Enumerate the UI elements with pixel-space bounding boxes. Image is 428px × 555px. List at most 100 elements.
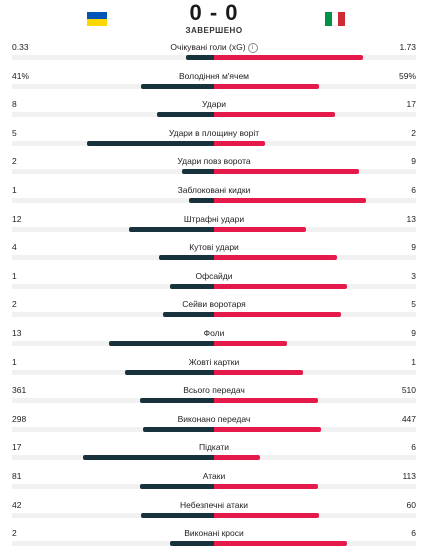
stat-home-value: 0.33 <box>12 42 29 52</box>
ukraine-flag-icon <box>87 12 107 26</box>
stat-away-value: 2 <box>411 127 416 138</box>
stat-label: Кутові удари <box>0 242 428 252</box>
stat-label-text: Підкати <box>198 442 230 453</box>
stat-home-value: 5 <box>12 127 17 138</box>
stat-label: Заблоковані кидки <box>0 185 428 195</box>
stat-home-value: 4 <box>12 242 17 253</box>
home-stat-bar <box>82 455 214 461</box>
home-stat-bar <box>141 83 214 89</box>
home-stat-bar <box>125 369 214 375</box>
away-stat-bar <box>214 541 348 547</box>
home-stat-bar <box>128 226 214 232</box>
stat-home-value: 81 <box>12 470 22 481</box>
away-stat-bar <box>214 197 367 203</box>
stat-home-value: 12 <box>12 213 22 224</box>
stat-bar-track <box>12 340 416 346</box>
stat-row: 2 Виконані кроси 6 <box>0 526 428 555</box>
stat-label: Жовті картки <box>0 357 428 367</box>
stat-row: 13 Фоли 9 <box>0 326 428 355</box>
stat-row: 12 Штрафні удари 13 <box>0 212 428 241</box>
stat-row: 361 Всього передач 510 <box>0 383 428 412</box>
stat-bar-track <box>12 255 416 261</box>
stat-away-value: 6 <box>411 442 416 453</box>
home-stat-bar <box>185 55 214 60</box>
stat-home-value: 298 <box>12 413 27 424</box>
stat-home-value: 2 <box>12 299 17 310</box>
home-stat-bar <box>140 398 214 404</box>
stat-label: Удари повз ворота <box>0 156 428 166</box>
away-stat-bar <box>214 312 341 318</box>
stat-label-text: Виконані кроси <box>184 528 244 539</box>
stat-label-text: Володіння м'ячем <box>178 70 250 81</box>
stats-list: 0.33 Очікувані голи (xG) i 1.73 41% Володіння… <box>0 40 428 555</box>
stat-home-value: 2 <box>12 156 17 167</box>
stat-away-value: 9 <box>411 242 416 253</box>
stat-away-value: 17 <box>406 99 416 110</box>
stat-label-text: Удари повз ворота <box>177 156 251 167</box>
home-stat-bar <box>181 169 214 175</box>
match-header: 0 - 0 ЗАВЕРШЕНО <box>0 0 428 40</box>
stat-away-value: 60 <box>406 499 416 510</box>
stat-bar-track <box>12 283 416 289</box>
away-stat-bar <box>214 226 307 232</box>
stat-row: 5 Удари в площину воріт 2 <box>0 126 428 155</box>
stat-bar-track <box>12 541 416 547</box>
home-stat-bar <box>142 426 214 432</box>
stat-home-value: 41% <box>12 70 30 81</box>
stat-row: 1 Заблоковані кидки 6 <box>0 183 428 212</box>
stat-bar-track <box>12 140 416 146</box>
stat-label-text: Удари в площину воріт <box>168 127 260 138</box>
stat-row: 81 Атаки 113 <box>0 469 428 498</box>
stat-away-value: 59% <box>398 70 416 81</box>
stat-home-value: 13 <box>12 327 22 338</box>
italy-flag-icon <box>325 12 346 26</box>
stat-away-value: 510 <box>401 385 416 396</box>
stat-away-value: 1.73 <box>399 42 416 52</box>
away-stat-bar <box>214 369 303 375</box>
stat-bar-track <box>12 169 416 175</box>
stat-label: Виконано передач <box>0 414 428 424</box>
stat-label-text: Небезпечні атаки <box>180 499 248 510</box>
stat-away-value: 3 <box>411 270 416 281</box>
home-stat-bar <box>188 197 214 203</box>
home-stat-bar <box>139 483 214 489</box>
stat-row: 1 Жовті картки 1 <box>0 355 428 384</box>
stat-row: 41% Володіння м'ячем 59% <box>0 69 428 98</box>
stat-bar-track <box>12 197 416 203</box>
stat-row: 1 Офсайди 3 <box>0 269 428 298</box>
stat-away-value: 113 <box>402 470 416 481</box>
stat-label-text: Офсайди <box>195 270 233 281</box>
stat-label: Атаки <box>0 471 428 481</box>
info-icon[interactable]: i <box>247 42 258 53</box>
stat-label: Підкати <box>0 442 428 452</box>
stat-label: Сейви воротаря <box>0 299 428 309</box>
stat-label: Володіння м'ячем <box>0 71 428 81</box>
stat-away-value: 1 <box>411 356 416 367</box>
stat-label-text: Сейви воротаря <box>182 299 246 310</box>
stat-home-value: 1 <box>12 270 17 281</box>
stat-away-value: 13 <box>406 213 416 224</box>
home-stat-bar <box>163 312 214 318</box>
stat-bar-track <box>12 398 416 404</box>
away-stat-bar <box>214 169 360 175</box>
stat-bar-track <box>12 512 416 518</box>
away-stat-bar <box>214 112 335 118</box>
stat-label-text: Штрафні удари <box>183 213 245 224</box>
stat-row: 0.33 Очікувані голи (xG) i 1.73 <box>0 40 428 69</box>
stat-label-text: Жовті картки <box>188 356 240 367</box>
away-stat-bar <box>214 426 321 432</box>
stat-bar-track <box>12 483 416 489</box>
stat-away-value: 6 <box>411 528 416 539</box>
stat-away-value: 447 <box>401 413 416 424</box>
stat-label: Фоли <box>0 328 428 338</box>
stat-bar-track <box>12 226 416 232</box>
stat-home-value: 2 <box>12 528 17 539</box>
stat-bar-track <box>12 112 416 118</box>
stat-label-text: Фоли <box>203 327 225 338</box>
stat-label: Небезпечні атаки <box>0 500 428 510</box>
stat-home-value: 8 <box>12 99 17 110</box>
stat-label-text: Всього передач <box>183 385 245 396</box>
stat-bar-track <box>12 55 416 60</box>
stat-row: 42 Небезпечні атаки 60 <box>0 498 428 527</box>
away-stat-bar <box>214 455 261 461</box>
